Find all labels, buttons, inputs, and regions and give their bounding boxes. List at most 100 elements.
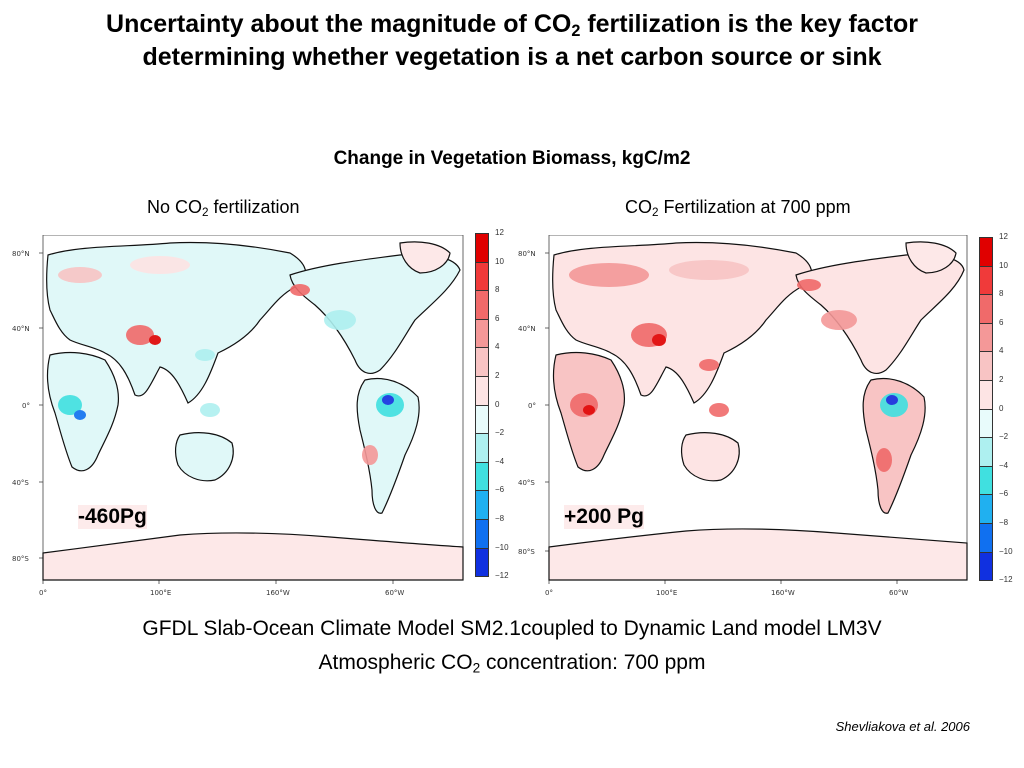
biomass-patches [58,256,404,465]
colorbar-swatch [979,494,993,524]
south-america-land [356,377,420,514]
footer-text: Atmospheric CO [318,651,473,674]
colorbar-swatch [475,519,489,549]
australia-land [680,432,740,482]
colorbar-tick-label: 12 [999,232,1008,241]
colorbar-tick-label: −4 [999,460,1009,470]
lat-tick-label: 40°S [12,479,29,487]
panel-label-text: fertilization [208,197,300,217]
colorbar-tick-label: −4 [495,456,505,466]
colorbar-tick-label: 0 [999,403,1004,413]
map-panel-no-fertilization: 80°N 40°N 0° 40°S 80°S 0° 100°E 160°W 60… [10,235,470,597]
colorbar-tick-label: 8 [495,285,500,295]
colorbar-swatch [475,376,489,406]
south-america-land [862,377,926,514]
colorbar-tick-label: −12 [495,571,509,581]
lon-tick-label: 0° [545,589,553,597]
panel-label-subscript: 2 [202,205,209,219]
lon-tick-label: 60°W [889,589,908,597]
lon-tick-label: 160°W [771,589,795,597]
colorbar-swatch [475,404,489,435]
figure-subtitle: Change in Vegetation Biomass, kgC/m2 [333,148,691,169]
colorbar-tick-label: 10 [495,256,504,266]
lat-tick-label: 40°S [518,479,535,487]
colorbar-swatch [979,237,993,267]
footer-line-2: Atmospheric CO2 concentration: 700 ppm [0,651,1024,675]
colorbar-tick-label: 10 [999,260,1008,270]
colorbar-swatch [475,261,489,292]
lon-tick-label: 60°W [385,589,404,597]
title-line-2: determining whether vegetation is a net … [142,43,882,71]
land-masses [42,241,464,581]
colorbar-tick-label: 0 [495,399,500,409]
lat-tick-label: 80°N [12,250,30,258]
colorbar-swatch [475,233,489,263]
lat-tick-label: 40°N [518,325,536,333]
total-biomass-change-right: +200 Pg [564,505,644,529]
colorbar-swatch [475,433,489,463]
panel-label-text: No CO [147,197,203,217]
lon-tick-label: 160°W [266,589,290,597]
colorbar-swatch [979,265,993,296]
colorbar-tick-label: −2 [495,428,505,438]
colorbar-swatch [979,380,993,410]
colorbar-tick-label: −10 [495,542,509,552]
map-panel-fertilization-700ppm: 80°N 40°N 0° 40°S 80°S 0° 100°E 160°W 60… [509,235,969,597]
lat-tick-label: 80°S [12,555,29,563]
colorbar-tick-label: 4 [999,346,1004,356]
title-text: Uncertainty about the magnitude of CO [106,10,572,38]
title-text: fertilization is the key factor [580,10,918,38]
panel-label-right: CO2 Fertilization at 700 ppm [625,197,851,218]
colorbar-swatch [475,347,489,377]
colorbar-tick-label: −12 [999,575,1013,585]
colorbar-swatch [979,465,993,496]
colorbar-tick-label: 6 [999,317,1004,327]
colorbar-swatch [979,322,993,353]
panel-label-text: Fertilization at 700 ppm [658,197,851,217]
colorbar-swatch [979,523,993,553]
world-map-right: 80°N 40°N 0° 40°S 80°S 0° 100°E 160°W 60… [518,235,968,597]
lat-tick-label: 0° [528,402,536,410]
footer-line-1: GFDL Slab-Ocean Climate Model SM2.1coupl… [142,617,882,640]
colorbar-tick-label: 4 [495,342,500,352]
citation: Shevliakova et al. 2006 [835,719,970,734]
colorbar-tick-label: −10 [999,546,1013,556]
colorbar-swatch [979,437,993,467]
colorbar-swatch [475,290,489,320]
north-america-land [289,253,461,374]
colorbar-tick-label: 6 [495,313,500,323]
colorbar-swatch [979,294,993,324]
lat-tick-label: 80°S [518,548,535,556]
colorbar-swatch [979,408,993,439]
slide-title: Uncertainty about the magnitude of CO2 f… [0,8,1024,74]
panel-label-subscript: 2 [652,205,659,219]
colorbar-tick-label: 2 [495,371,500,380]
colorbar-tick-label: −6 [495,485,505,495]
biomass-patches [569,260,908,472]
colorbar-tick-label: 8 [999,289,1004,299]
lat-tick-label: 80°N [518,250,536,258]
panel-label-left: No CO2 fertilization [147,197,300,218]
colorbar-tick-label: 12 [495,228,504,237]
lon-tick-label: 0° [39,589,47,597]
colorbar-swatch [475,461,489,492]
footer-subscript: 2 [472,660,481,676]
eurasia-land [46,241,307,404]
colorbar-swatch [475,547,489,578]
colorbar-swatch [475,318,489,349]
colorbar-swatch [979,551,993,582]
colorbar-tick-label: −6 [999,489,1009,499]
greenland-land [399,241,451,274]
colorbar-swatch [475,490,489,520]
australia-land [174,432,234,482]
lat-tick-label: 0° [22,402,30,410]
colorbar-swatch [979,351,993,381]
panel-label-text: CO [625,197,652,217]
colorbar-tick-label: −8 [999,518,1009,527]
lon-tick-label: 100°E [656,589,677,597]
title-subscript: 2 [571,22,581,41]
total-biomass-change-left: -460Pg [78,505,147,529]
antarctica-land [42,532,464,581]
footer-text: concentration: 700 ppm [480,651,706,674]
world-map-left: 80°N 40°N 0° 40°S 80°S 0° 100°E 160°W 60… [12,235,464,597]
